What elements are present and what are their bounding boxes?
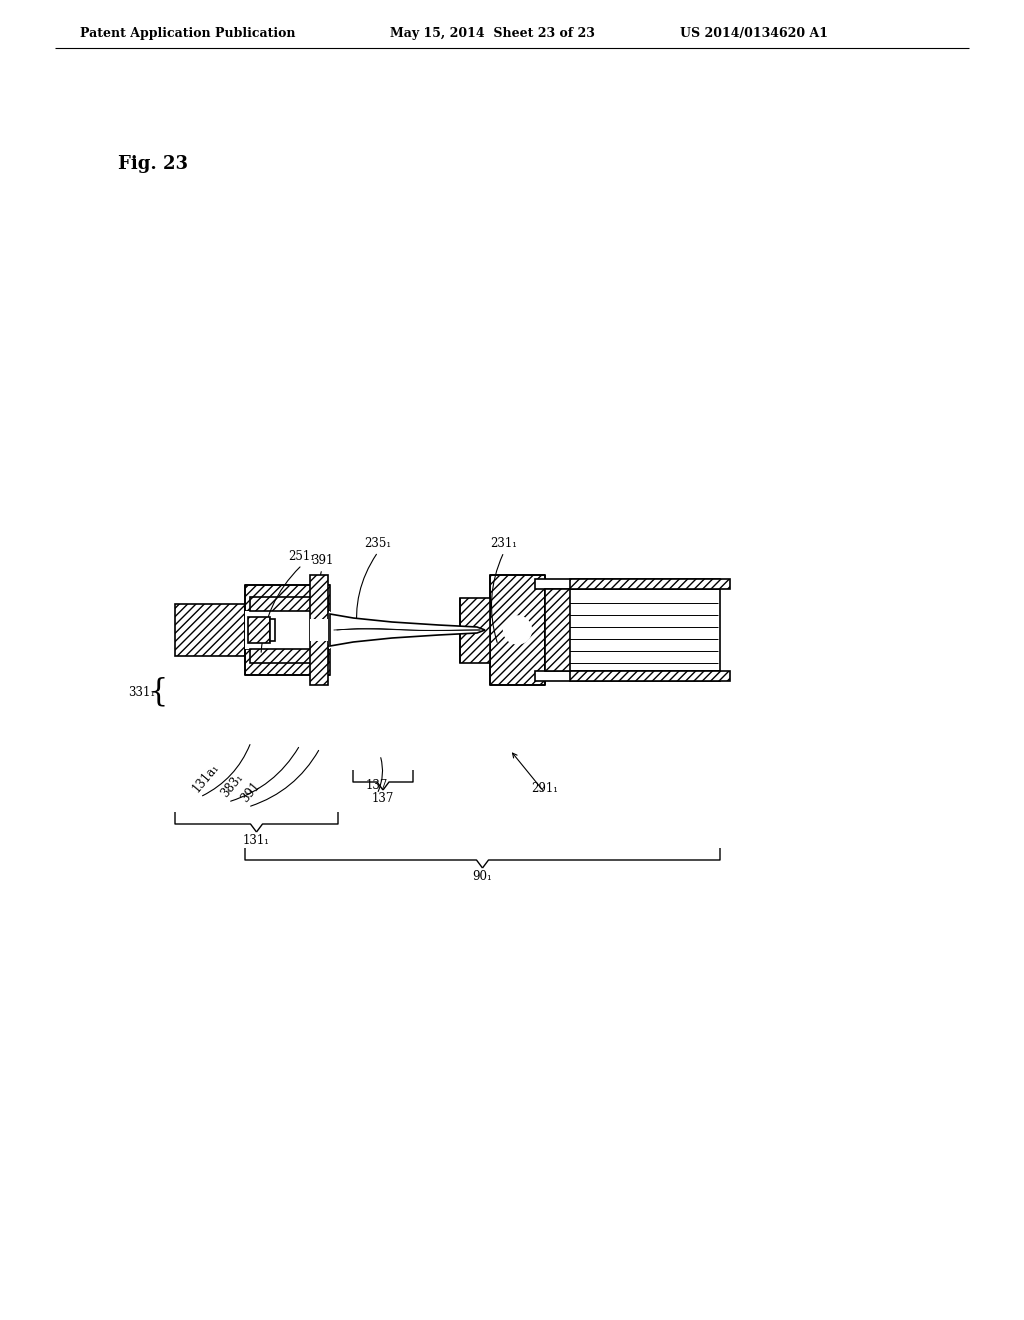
Text: 251₁: 251₁ [289,550,315,564]
Bar [250,649,328,663]
Text: 391: 391 [311,554,333,568]
Text: 131₁: 131₁ [243,834,270,847]
Text: 331₁: 331₁ [128,685,155,698]
Text: {: { [148,676,168,708]
Text: 231₁: 231₁ [490,537,517,550]
Bar [545,589,570,671]
Text: May 15, 2014  Sheet 23 of 23: May 15, 2014 Sheet 23 of 23 [390,26,595,40]
Text: 391: 391 [238,780,262,805]
Bar [570,579,730,589]
Bar [175,605,245,656]
Bar [250,597,328,611]
Bar [545,589,720,671]
Bar [245,585,330,611]
Bar [245,649,330,675]
Bar [248,616,270,643]
Text: 291₁: 291₁ [531,781,558,795]
Polygon shape [330,614,485,645]
Text: 383₁: 383₁ [218,771,246,800]
Text: 90₁: 90₁ [473,870,493,883]
Circle shape [504,616,531,644]
Text: US 2014/0134620 A1: US 2014/0134620 A1 [680,26,828,40]
Bar [270,619,275,642]
Bar [310,619,328,642]
Bar [245,611,330,649]
Text: Fig. 23: Fig. 23 [118,154,188,173]
Text: 235₁: 235₁ [365,537,391,550]
Text: 137: 137 [372,792,394,805]
Bar [310,576,328,685]
Bar [490,576,545,685]
Bar [460,598,490,663]
Bar [535,671,720,681]
Text: 137: 137 [366,779,388,792]
Bar [570,671,730,681]
Text: Patent Application Publication: Patent Application Publication [80,26,296,40]
Bar [535,579,720,589]
Text: 131a₁: 131a₁ [190,760,222,795]
